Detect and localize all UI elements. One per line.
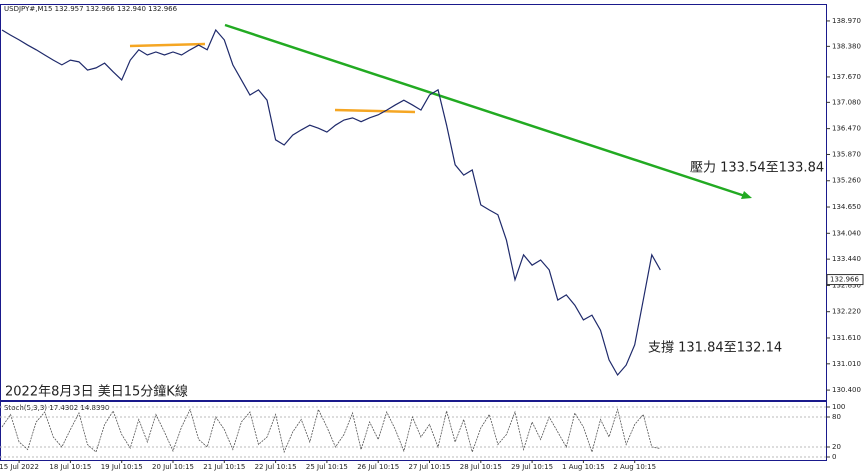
x-tick-label: 15 Jul 2022 <box>0 463 39 471</box>
y-tick-label: 132.220 <box>832 308 861 316</box>
x-tick-label: 29 Jul 10:15 <box>511 463 553 471</box>
header: USDJPY#,M15 132.957 132.966 132.940 132.… <box>4 5 178 13</box>
annotation: 支撐 131.84至132.14 <box>648 341 782 356</box>
x-tick-label: 20 Jul 10:15 <box>152 463 194 471</box>
x-tick-label: 27 Jul 10:15 <box>409 463 451 471</box>
main-frame <box>0 4 827 401</box>
stoch-title: Stoch(5,3,3) 17.4302 14.8390 <box>4 404 109 412</box>
x-tick-label: 19 Jul 10:15 <box>101 463 143 471</box>
x-tick-label: 1 Aug 10:15 <box>562 463 605 471</box>
x-tick-label: 21 Jul 10:15 <box>203 463 245 471</box>
y-tick-label: 131.010 <box>832 360 861 368</box>
x-tick-label: 22 Jul 10:15 <box>255 463 297 471</box>
y-tick-label: 136.470 <box>832 125 861 133</box>
y-tick-label: 130.400 <box>832 386 861 394</box>
price-line <box>1 28 661 377</box>
x-tick-label: 18 Jul 10:15 <box>49 463 91 471</box>
stoch-frame <box>0 401 827 461</box>
x-tick-label: 28 Jul 10:15 <box>460 463 502 471</box>
y-tick-label: 80 <box>832 413 841 421</box>
annotation: 2022年8月3日 美日15分鐘K線 <box>5 384 188 400</box>
last-price-label: 132.966 <box>830 276 859 284</box>
annotation: 壓力 133.54至133.84 <box>690 161 824 176</box>
y-tick-label: 131.610 <box>832 334 861 342</box>
orange-level <box>334 108 416 114</box>
trend-arrow <box>741 191 752 199</box>
orange-level <box>129 42 206 48</box>
x-tick-label: 25 Jul 10:15 <box>306 463 348 471</box>
y-tick-label: 135.260 <box>832 177 861 185</box>
y-tick-label: 138.970 <box>832 17 861 25</box>
trend-line <box>224 23 746 198</box>
y-tick-label: 132.830 <box>832 281 861 289</box>
y-tick-label: 134.040 <box>832 229 861 237</box>
price-line <box>1 408 661 454</box>
y-tick-label: 0 <box>832 453 836 461</box>
y-tick-label: 135.870 <box>832 150 861 158</box>
y-tick-label: 133.440 <box>832 255 861 263</box>
y-tick-label: 137.670 <box>832 73 861 81</box>
y-tick-label: 20 <box>832 443 841 451</box>
x-tick-label: 26 Jul 10:15 <box>357 463 399 471</box>
y-tick-label: 100 <box>832 403 845 411</box>
x-tick-label: 2 Aug 10:15 <box>613 463 656 471</box>
y-tick-label: 134.650 <box>832 203 861 211</box>
last-price-box <box>826 274 864 286</box>
y-tick-label: 138.380 <box>832 42 861 50</box>
y-tick-label: 137.080 <box>832 98 861 106</box>
